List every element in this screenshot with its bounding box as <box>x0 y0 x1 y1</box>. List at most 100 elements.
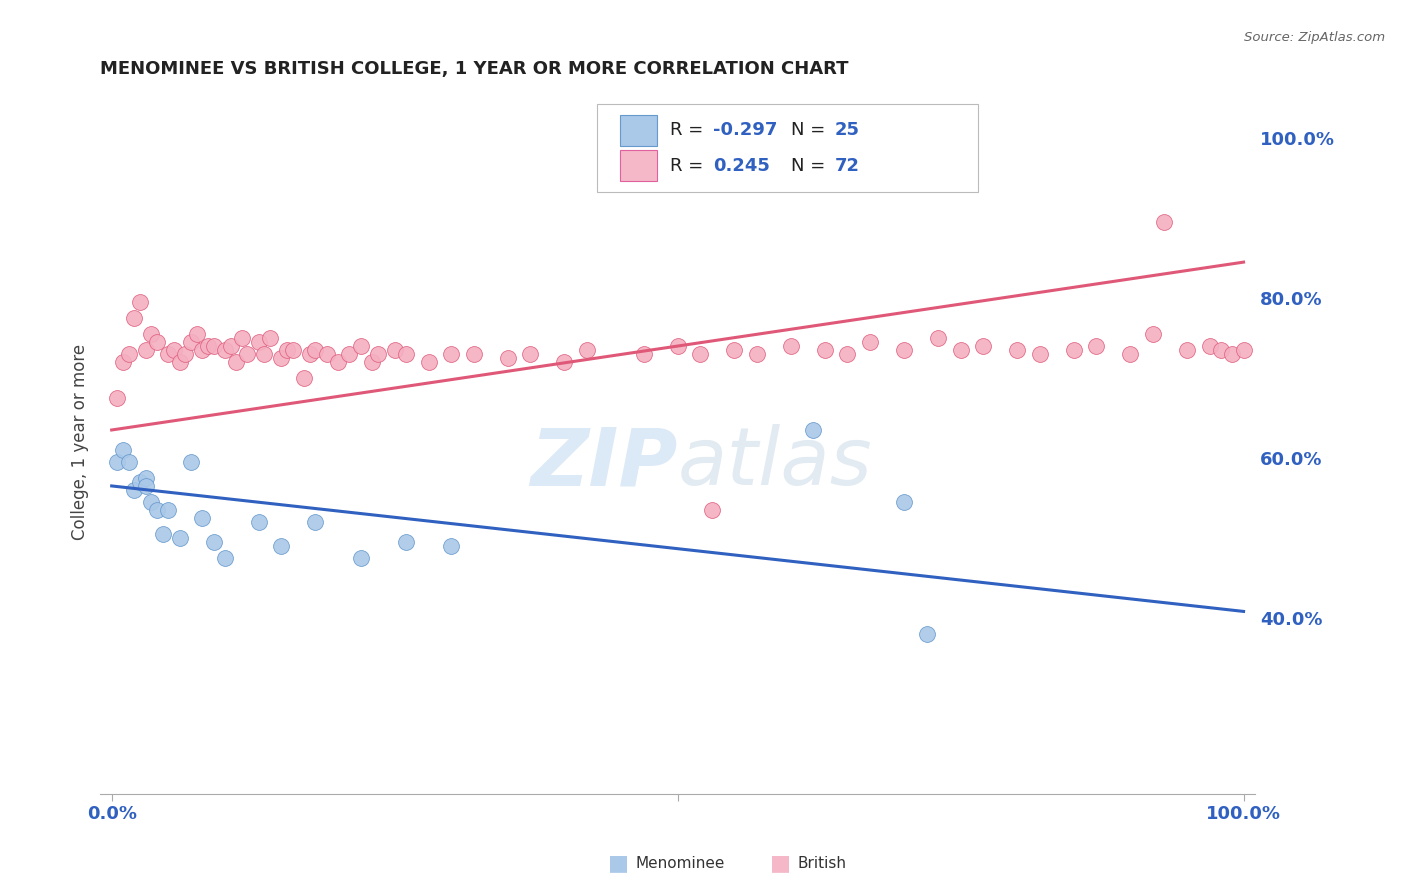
Point <box>1220 347 1243 361</box>
Point <box>117 347 139 361</box>
Point <box>350 550 373 565</box>
Point <box>1142 327 1164 342</box>
Point <box>146 503 169 517</box>
Point <box>927 331 949 345</box>
Point <box>745 347 768 361</box>
Point <box>949 343 972 357</box>
Point <box>117 455 139 469</box>
Point <box>214 550 236 565</box>
Point <box>219 339 242 353</box>
Point <box>1209 343 1232 357</box>
Text: 72: 72 <box>835 156 859 175</box>
Point <box>247 515 270 529</box>
Point <box>395 534 418 549</box>
Point <box>1085 339 1108 353</box>
Point <box>124 311 146 326</box>
Text: R =: R = <box>669 156 709 175</box>
Point <box>191 343 214 357</box>
Point <box>169 355 191 369</box>
Point <box>236 347 259 361</box>
Point <box>180 455 202 469</box>
Point <box>496 351 519 365</box>
Point <box>576 343 599 357</box>
FancyBboxPatch shape <box>596 104 977 193</box>
Point <box>276 343 298 357</box>
Point <box>553 355 575 369</box>
Point <box>270 539 292 553</box>
Point <box>135 343 157 357</box>
Point <box>197 339 219 353</box>
Point <box>259 331 281 345</box>
Text: ■: ■ <box>770 854 790 873</box>
Point <box>700 503 723 517</box>
Point <box>440 539 463 553</box>
Point <box>361 355 384 369</box>
Point <box>163 343 186 357</box>
Point <box>1198 339 1220 353</box>
Point <box>270 351 292 365</box>
Text: 25: 25 <box>835 121 859 139</box>
Text: atlas: atlas <box>678 424 872 502</box>
Point <box>253 347 276 361</box>
Point <box>135 471 157 485</box>
Point <box>814 343 837 357</box>
Text: Menominee: Menominee <box>636 856 725 871</box>
Point <box>304 515 326 529</box>
Point <box>152 527 174 541</box>
Point <box>157 503 180 517</box>
Point <box>129 295 152 310</box>
Y-axis label: College, 1 year or more: College, 1 year or more <box>72 344 89 540</box>
Point <box>893 343 915 357</box>
Point <box>418 355 440 369</box>
Point <box>915 627 938 641</box>
Point <box>202 534 225 549</box>
Point <box>633 347 655 361</box>
Point <box>723 343 745 357</box>
Text: -0.297: -0.297 <box>713 121 778 139</box>
Point <box>395 347 418 361</box>
Point <box>367 347 389 361</box>
Point <box>1005 343 1028 357</box>
Point <box>174 347 197 361</box>
Point <box>191 511 214 525</box>
Point <box>1063 343 1085 357</box>
Point <box>1153 215 1175 229</box>
Point <box>298 347 321 361</box>
Point <box>837 347 859 361</box>
Point <box>440 347 463 361</box>
Text: R =: R = <box>669 121 709 139</box>
Point <box>281 343 304 357</box>
Point <box>803 423 825 437</box>
Point <box>315 347 337 361</box>
Point <box>214 343 236 357</box>
Point <box>247 334 270 349</box>
Point <box>1029 347 1052 361</box>
Point <box>350 339 373 353</box>
Point <box>337 347 360 361</box>
Point <box>1232 343 1254 357</box>
Text: N =: N = <box>790 121 831 139</box>
Point <box>689 347 711 361</box>
Text: British: British <box>797 856 846 871</box>
Point <box>105 455 128 469</box>
Text: N =: N = <box>790 156 831 175</box>
Point <box>666 339 689 353</box>
Point <box>859 334 882 349</box>
Point <box>186 327 208 342</box>
Point <box>111 442 134 457</box>
Text: Source: ZipAtlas.com: Source: ZipAtlas.com <box>1244 31 1385 45</box>
Point <box>141 495 163 509</box>
Point <box>519 347 541 361</box>
Point <box>105 391 128 405</box>
Point <box>111 355 134 369</box>
Text: ■: ■ <box>609 854 628 873</box>
Text: ZIP: ZIP <box>530 424 678 502</box>
Point <box>463 347 485 361</box>
Point <box>141 327 163 342</box>
Point <box>180 334 202 349</box>
Point <box>1175 343 1198 357</box>
Point <box>124 483 146 497</box>
Point <box>1119 347 1142 361</box>
Point <box>893 495 915 509</box>
Point <box>225 355 247 369</box>
